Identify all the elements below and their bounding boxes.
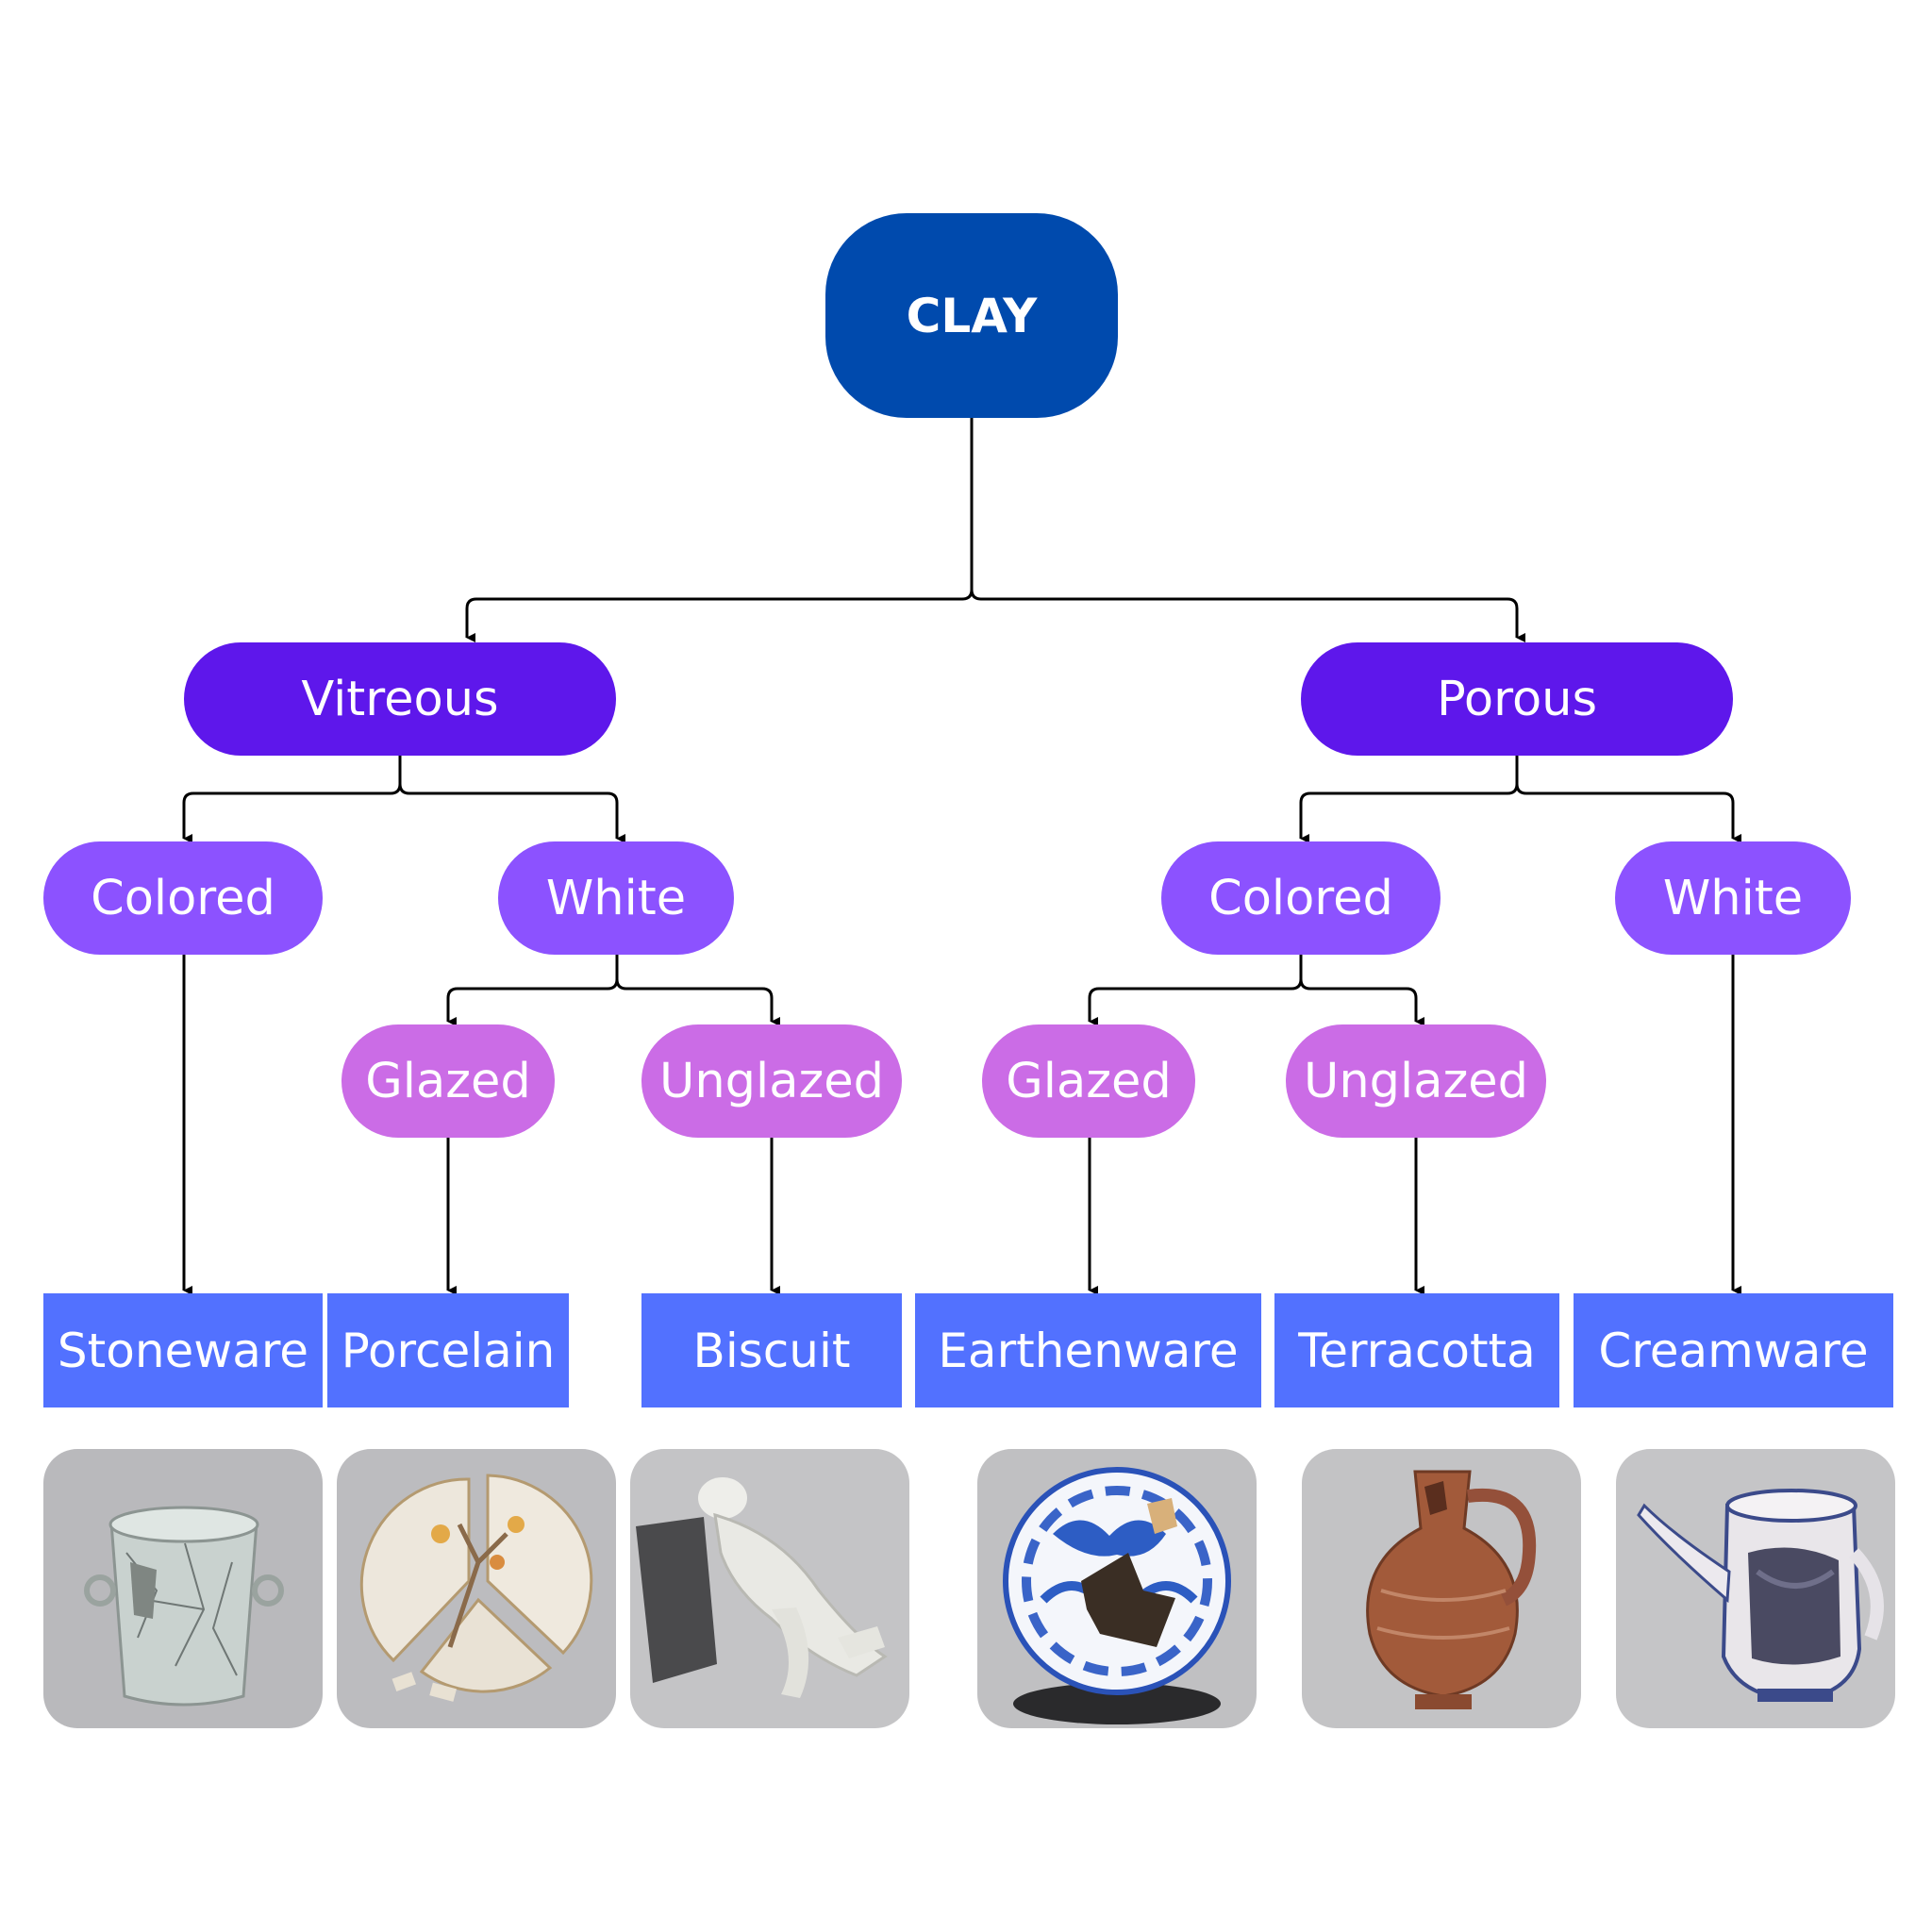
creamware-teapot-photo (1616, 1449, 1895, 1728)
leaf-stoneware: Stoneware (43, 1293, 323, 1407)
leaf-earthenware: Earthenware (915, 1293, 1261, 1407)
node-porous-colored: Colored (1161, 841, 1441, 955)
porcelain-plate-photo (337, 1449, 616, 1728)
node-vitreous-white-glazed: Glazed (341, 1024, 555, 1138)
jug-photo-icon (1302, 1449, 1581, 1728)
stoneware-cup-photo (43, 1449, 323, 1728)
node-vitreous-colored: Colored (43, 841, 323, 955)
jar-photo-icon (977, 1449, 1257, 1728)
node-vitreous-white-unglazed: Unglazed (641, 1024, 902, 1138)
biscuit-figurine-photo (630, 1449, 909, 1728)
plate-photo-icon (337, 1449, 616, 1728)
node-vitreous-white: White (498, 841, 734, 955)
terracotta-jug-photo (1302, 1449, 1581, 1728)
node-porous-colored-glazed: Glazed (982, 1024, 1195, 1138)
earthenware-jar-photo (977, 1449, 1257, 1728)
edge-clay-porous (970, 418, 1525, 642)
figurine-photo-icon (630, 1449, 909, 1728)
node-vitreous: Vitreous (184, 642, 616, 756)
edge-vitreous-white (398, 755, 625, 843)
node-porous-white: White (1615, 841, 1851, 955)
leaf-porcelain: Porcelain (327, 1293, 569, 1407)
leaf-creamware: Creamware (1574, 1293, 1893, 1407)
edge-white-glazed (446, 953, 619, 1026)
node-porous: Porous (1301, 642, 1733, 756)
leaf-biscuit: Biscuit (641, 1293, 902, 1407)
teapot-photo-icon (1616, 1449, 1895, 1728)
edge-colored-glazed (1088, 953, 1303, 1026)
leaf-terracotta: Terracotta (1274, 1293, 1559, 1407)
node-porous-colored-unglazed: Unglazed (1286, 1024, 1546, 1138)
edge-colored-unglazed (1299, 953, 1424, 1026)
node-clay: CLAY (825, 213, 1118, 418)
edge-clay-vitreous (465, 418, 974, 642)
edge-vitreous-colored (182, 755, 402, 843)
edge-porous-white (1515, 755, 1741, 843)
edge-white-unglazed (615, 953, 780, 1026)
edge-porous-colored (1299, 755, 1519, 843)
cup-photo-icon (43, 1449, 323, 1728)
